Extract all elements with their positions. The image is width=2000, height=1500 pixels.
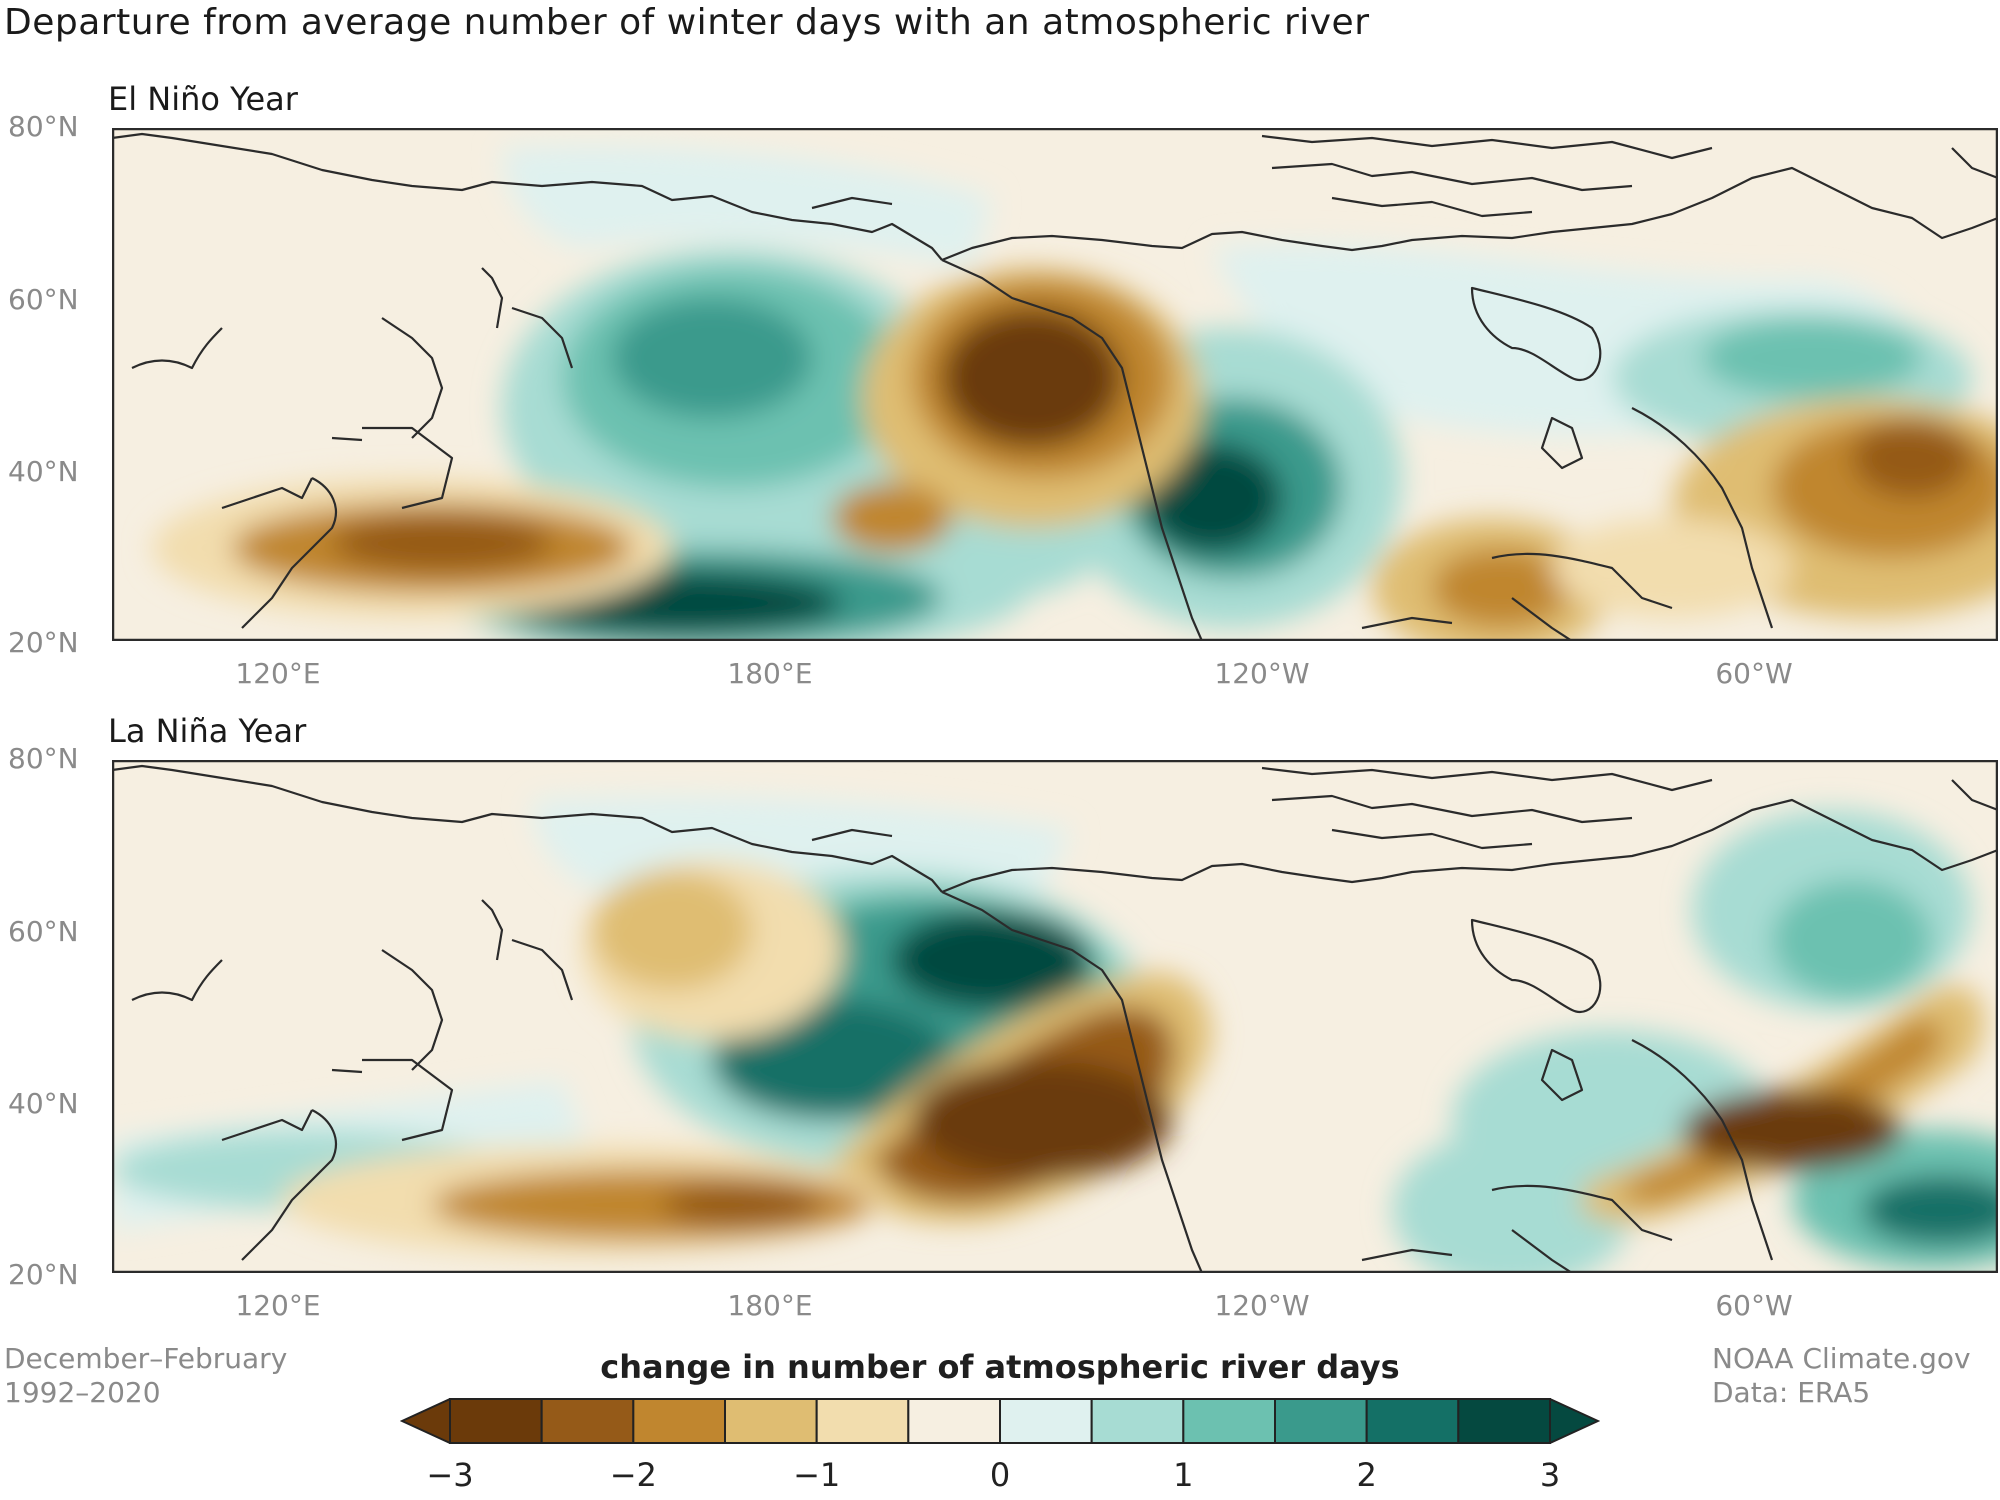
- colorbar-swatch: [1365, 1398, 1460, 1444]
- lat-tick-40n-b: 40°N: [8, 1087, 79, 1120]
- colorbar-swatch: [632, 1398, 726, 1444]
- colorbar-arrow-low: [400, 1398, 451, 1444]
- lat-tick-20n-b: 20°N: [8, 1258, 79, 1291]
- period-years: 1992–2020: [4, 1376, 161, 1409]
- lat-tick-20n: 20°N: [8, 626, 79, 659]
- colorbar-title: change in number of atmospheric river da…: [600, 1348, 1400, 1386]
- colorbar-tick-label: 1: [1173, 1456, 1194, 1494]
- lon-tick-120w: 120°W: [1214, 657, 1310, 690]
- colorbar-tick-label: −1: [793, 1456, 841, 1494]
- colorbar-swatch: [449, 1398, 543, 1444]
- colorbar-swatch: [1274, 1398, 1368, 1444]
- coastlines-la-nina: [112, 764, 1998, 1273]
- el-nino-map: [112, 128, 1998, 641]
- panel-label-la-nina: La Niña Year: [108, 712, 307, 750]
- figure-title: Departure from average number of winter …: [4, 2, 1370, 43]
- colorbar-swatch: [999, 1398, 1093, 1444]
- credit-source: NOAA Climate.gov: [1712, 1342, 1971, 1375]
- colorbar-tick-label: 0: [989, 1456, 1011, 1494]
- colorbar-tick-label: 3: [1539, 1456, 1561, 1494]
- lon-tick-180e-b: 180°E: [727, 1289, 813, 1322]
- colorbar-tick-label: 2: [1356, 1456, 1377, 1494]
- colorbar-arrow-high: [1549, 1398, 1600, 1444]
- colorbar: [400, 1398, 1600, 1444]
- colorbar-swatch: [1090, 1398, 1185, 1444]
- lon-tick-120e: 120°E: [235, 657, 321, 690]
- colorbar-tick-label: −3: [426, 1456, 474, 1494]
- lon-tick-120w-b: 120°W: [1214, 1289, 1310, 1322]
- period-note: December–February 1992–2020: [4, 1342, 287, 1410]
- colorbar-swatch: [540, 1398, 635, 1444]
- lat-tick-60n-b: 60°N: [8, 915, 79, 948]
- coastlines-el-nino: [112, 132, 1998, 641]
- panel-label-el-nino: El Niño Year: [108, 80, 298, 118]
- colorbar-swatch: [907, 1398, 1002, 1444]
- lon-tick-60w-b: 60°W: [1715, 1289, 1793, 1322]
- period-months: December–February: [4, 1342, 288, 1375]
- credit-note: NOAA Climate.gov Data: ERA5: [1712, 1342, 1971, 1410]
- lat-tick-40n: 40°N: [8, 455, 79, 488]
- colorbar-swatch: [1182, 1398, 1276, 1444]
- lon-tick-120e-b: 120°E: [235, 1289, 321, 1322]
- la-nina-map: [112, 760, 1998, 1273]
- lon-tick-180e: 180°E: [727, 657, 813, 690]
- colorbar-swatch: [1457, 1398, 1552, 1444]
- lat-tick-60n: 60°N: [8, 283, 79, 316]
- lat-tick-80n: 80°N: [8, 110, 79, 143]
- colorbar-tick-label: −2: [609, 1456, 657, 1494]
- credit-data: Data: ERA5: [1712, 1376, 1871, 1409]
- lon-tick-60w: 60°W: [1715, 657, 1793, 690]
- lat-tick-80n-b: 80°N: [8, 742, 79, 775]
- anomaly-field-el-nino: [152, 145, 1998, 641]
- colorbar-swatch: [724, 1398, 818, 1444]
- colorbar-swatch: [815, 1398, 910, 1444]
